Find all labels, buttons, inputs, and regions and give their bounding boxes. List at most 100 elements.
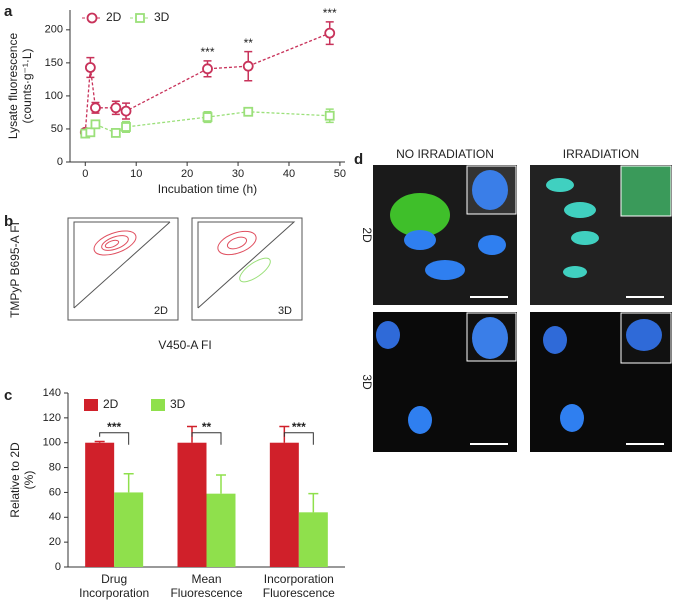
nucleus [563, 266, 587, 278]
plot-label: 2D [154, 305, 168, 317]
column-label: IRRADIATION [563, 147, 639, 161]
y-tick-label: 100 [45, 90, 63, 102]
marker [242, 60, 254, 72]
y-tick-label: 140 [43, 387, 61, 399]
y-tick-label: 150 [45, 57, 63, 69]
inset [620, 165, 672, 217]
column-label: NO IRRADIATION [396, 147, 494, 161]
significance-label: *** [292, 420, 306, 434]
significance-bracket [283, 432, 314, 445]
bar [206, 493, 236, 567]
y-tick-label: 60 [49, 486, 61, 498]
marker [202, 63, 213, 75]
cell [390, 193, 450, 237]
y-tick-label: 0 [57, 156, 63, 168]
nucleus [404, 230, 436, 250]
marker [85, 127, 96, 138]
marker [110, 102, 122, 114]
error-bar [216, 474, 226, 494]
plot-label: 3D [278, 305, 292, 317]
legend-label: 3D [170, 397, 186, 411]
x-tick-label: 50 [334, 168, 346, 180]
contour [217, 230, 257, 256]
gate [73, 221, 171, 309]
y-axis-label: Lysate fluorescence [6, 33, 20, 140]
significance-label: *** [107, 420, 121, 434]
panel-label: d [354, 151, 363, 168]
micrographs [373, 165, 672, 452]
nucleus [425, 260, 465, 280]
bar [298, 512, 328, 567]
nucleus [546, 178, 574, 192]
flow-plots [67, 217, 303, 321]
x-tick-label: Mean Fluorescence [170, 572, 243, 600]
panel-label: a [4, 3, 13, 20]
row-label: 3D [360, 374, 374, 390]
nucleus [478, 235, 506, 255]
axis-label: TMPyP B695-A FI [8, 222, 22, 318]
y-tick-label: 50 [51, 123, 63, 135]
nucleus [376, 321, 400, 349]
panel-label: c [4, 387, 12, 404]
significance-label: ** [202, 420, 212, 434]
annotation: *** [200, 45, 214, 59]
x-tick-label: 20 [181, 168, 193, 180]
bar [114, 492, 144, 567]
significance-bracket [191, 432, 222, 445]
y-tick-label: 120 [43, 412, 61, 424]
contour [104, 239, 120, 249]
plot-frame [67, 217, 179, 321]
contour [239, 257, 271, 283]
marker [84, 62, 96, 73]
y-tick-label: 40 [49, 511, 61, 523]
x-tick-label: Drug Incorporation [79, 572, 150, 600]
annotation: *** [323, 6, 337, 20]
legend-marker [86, 12, 98, 24]
nucleus [560, 404, 584, 432]
marker [90, 119, 101, 130]
x-tick-label: 10 [130, 168, 142, 180]
significance-bracket [99, 432, 130, 445]
marker [202, 112, 213, 122]
legend-label: 3D [154, 10, 170, 24]
nucleus [564, 202, 596, 218]
x-axis-label: Incubation time (h) [158, 182, 257, 196]
annotation: ** [244, 36, 254, 50]
y-axis-label: (%) [22, 471, 36, 490]
axis-label: V450-A FI [158, 338, 211, 352]
panel-label: b [4, 213, 13, 230]
bar [177, 442, 207, 567]
marker [110, 128, 121, 138]
marker [243, 106, 254, 117]
error-bar [94, 440, 105, 443]
gate [73, 221, 170, 308]
marker [90, 102, 101, 114]
x-tick-label: 40 [283, 168, 295, 180]
x-tick-label: 0 [82, 168, 88, 180]
contour [101, 235, 129, 251]
marker [120, 105, 132, 117]
y-axis-label: (counts·g⁻¹·L) [20, 48, 34, 123]
y-tick-label: 100 [43, 437, 61, 449]
legend-label: 2D [103, 397, 119, 411]
bar [85, 442, 115, 567]
x-tick-label: 30 [232, 168, 244, 180]
legend-swatch [84, 399, 98, 411]
nucleus [571, 231, 599, 245]
contour [93, 230, 137, 256]
row-label: 2D [360, 227, 374, 243]
nucleus [408, 406, 432, 434]
error-bar [308, 492, 319, 513]
plot-frame [191, 217, 303, 321]
contour [226, 236, 248, 250]
nucleus [626, 319, 662, 351]
nucleus [472, 317, 508, 359]
marker [324, 110, 335, 121]
legend-swatch [151, 399, 165, 411]
marker [121, 122, 131, 132]
marker [324, 27, 336, 39]
gate [197, 221, 296, 309]
y-tick-label: 80 [49, 461, 61, 473]
